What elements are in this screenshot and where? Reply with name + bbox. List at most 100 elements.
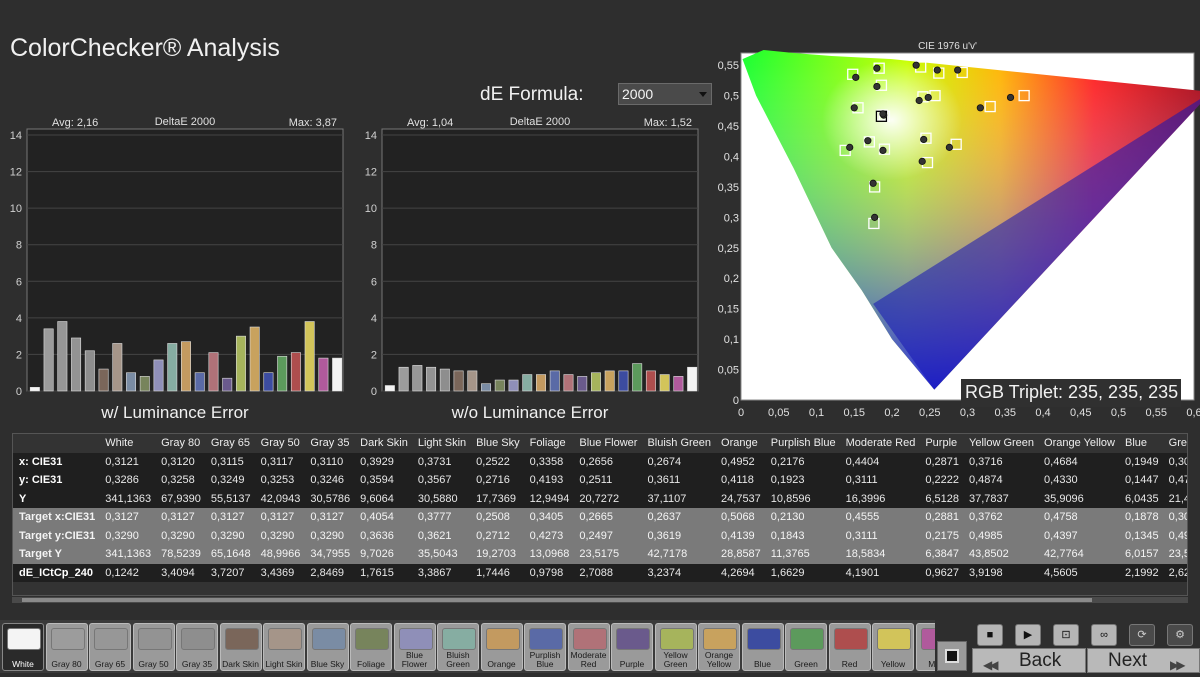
patch-color-chip — [659, 628, 694, 650]
cie-x-tick: 0,25 — [919, 407, 940, 419]
scrollbar-thumb[interactable] — [22, 598, 1092, 602]
table-cell: 37,7837 — [964, 489, 1040, 508]
patch-button-blue[interactable]: Blue — [741, 623, 784, 671]
table-horizontal-scrollbar[interactable] — [12, 597, 1188, 603]
column-header — [13, 434, 101, 453]
column-header: Blue — [1119, 434, 1164, 453]
patch-color-chip — [616, 628, 650, 650]
y-tick-label: 8 — [16, 240, 22, 252]
table-row: x: CIE31 0,3121 0,3120 0,3115 0,3117 0,3110 0,… — [13, 452, 1187, 471]
table-cell: 0,3258 — [156, 471, 206, 490]
patch-color-chip — [703, 628, 737, 650]
chart-xlabel: w/ Luminance Error — [100, 403, 249, 422]
patch-button-green[interactable]: Green — [785, 623, 827, 671]
patch-button-white[interactable]: White — [2, 623, 44, 671]
table-cell: 0,4054 — [355, 508, 413, 527]
bar — [577, 376, 588, 392]
bar — [549, 370, 560, 392]
cie-y-tick: 0,55 — [718, 60, 739, 72]
table-cell: 2,8469 — [305, 563, 356, 582]
patch-button-light-skin[interactable]: Light Skin — [263, 623, 305, 671]
patch-button-gray-35[interactable]: Gray 35 — [176, 623, 218, 671]
patch-button-gray-80[interactable]: Gray 80 — [45, 623, 88, 671]
patch-color-chip — [398, 628, 433, 650]
patch-color-chip — [529, 628, 563, 650]
patch-button-gray-50[interactable]: Gray 50 — [132, 623, 175, 671]
patch-button-orange[interactable]: Orange — [480, 623, 523, 671]
table-cell: 0,4952 — [716, 452, 766, 471]
table-cell: 3,4369 — [255, 563, 306, 582]
bar — [290, 352, 301, 392]
patch-button-bluish-green[interactable]: Bluish Green — [437, 623, 479, 671]
settings-icon: ⚙ — [1175, 629, 1185, 641]
stop-icon: ■ — [986, 629, 994, 641]
table-cell: 18,5834 — [840, 545, 921, 564]
patch-label: Blue Flower — [401, 650, 428, 669]
cie-y-tick: 0 — [733, 395, 739, 407]
table-cell: 35,9096 — [1039, 489, 1120, 508]
column-header: Gray 80 — [156, 434, 206, 453]
y-tick-label: 2 — [16, 349, 22, 361]
table-cell: 17,7369 — [471, 489, 525, 508]
row-label: y: CIE31 — [13, 471, 101, 490]
patch-button-blue-flower[interactable]: Blue Flower — [393, 623, 436, 671]
table-cell: 0,2497 — [574, 526, 643, 545]
measured-point — [945, 143, 953, 151]
play-button[interactable]: ▶ — [1015, 624, 1041, 646]
table-cell: 0,4273 — [524, 526, 575, 545]
back-button[interactable]: ◀◀ Back — [972, 648, 1086, 673]
formula-label: dE Formula: — [480, 84, 584, 105]
refresh-button[interactable]: ⟳ — [1129, 624, 1155, 646]
row-label: dE_ICtCp_240 — [13, 563, 101, 582]
table-cell: 0,3115 — [205, 452, 256, 471]
table-cell: 0,3246 — [305, 471, 356, 490]
bar — [618, 370, 629, 392]
table-cell: 0,3405 — [524, 508, 575, 527]
step-button[interactable]: ⊡ — [1053, 624, 1079, 646]
patch-button-yellow[interactable]: Yellow — [872, 623, 914, 671]
patch-button-blue-sky[interactable]: Blue Sky — [306, 623, 349, 671]
table-cell: 0,4555 — [840, 508, 921, 527]
patch-button-moderate-red[interactable]: Moderate Red — [567, 623, 610, 671]
bar — [673, 376, 684, 392]
table-cell: 1,7615 — [355, 563, 413, 582]
table-cell: 0,4404 — [840, 452, 921, 471]
patch-label: Foliage — [357, 659, 385, 669]
patch-label: Gray 35 — [181, 659, 213, 669]
table-cell: 1,6629 — [765, 563, 841, 582]
table-cell: 0,3121 — [100, 452, 157, 471]
patch-button-yellow-green[interactable]: Yellow Green — [654, 623, 697, 671]
next-button[interactable]: Next ▶▶ — [1087, 648, 1200, 673]
patch-preview-button[interactable] — [937, 641, 967, 671]
y-tick-label: 10 — [10, 203, 22, 215]
cie-y-tick: 0,25 — [718, 243, 739, 255]
patch-label: Blue — [753, 659, 771, 669]
patch-color-chip — [311, 628, 346, 650]
table-cell: 42,0943 — [255, 489, 306, 508]
settings-button[interactable]: ⚙ — [1167, 624, 1193, 646]
table-cell: 21,4727 — [1163, 489, 1187, 508]
table-cell: 0,2716 — [471, 471, 525, 490]
avg-label: Avg: 1,04 — [407, 117, 453, 129]
bar — [43, 328, 54, 392]
measured-point — [871, 213, 879, 221]
cie-y-tick: 0,35 — [718, 182, 739, 194]
patch-color-chip — [181, 628, 215, 650]
stop-button[interactable]: ■ — [977, 624, 1003, 646]
y-tick-label: 14 — [10, 130, 22, 142]
table-cell: 2,1992 — [1119, 563, 1164, 582]
patch-button-purple[interactable]: Purple — [611, 623, 653, 671]
y-tick-label: 12 — [10, 167, 22, 179]
table-cell: 0,3929 — [355, 452, 413, 471]
loop-button[interactable]: ∞ — [1091, 624, 1117, 646]
column-header: Dark Skin — [355, 434, 413, 453]
patch-button-foliage[interactable]: Foliage — [350, 623, 392, 671]
cie-y-tick: 0,15 — [718, 304, 739, 316]
patch-button-dark-skin[interactable]: Dark Skin — [219, 623, 262, 671]
formula-select[interactable]: 2000 — [618, 83, 712, 105]
max-label: Max: 1,52 — [644, 117, 692, 129]
patch-button-purplish-blue[interactable]: Purplish Blue — [524, 623, 566, 671]
patch-button-gray-65[interactable]: Gray 65 — [89, 623, 131, 671]
patch-button-orange-yellow[interactable]: Orange Yellow — [698, 623, 740, 671]
patch-button-red[interactable]: Red — [828, 623, 871, 671]
